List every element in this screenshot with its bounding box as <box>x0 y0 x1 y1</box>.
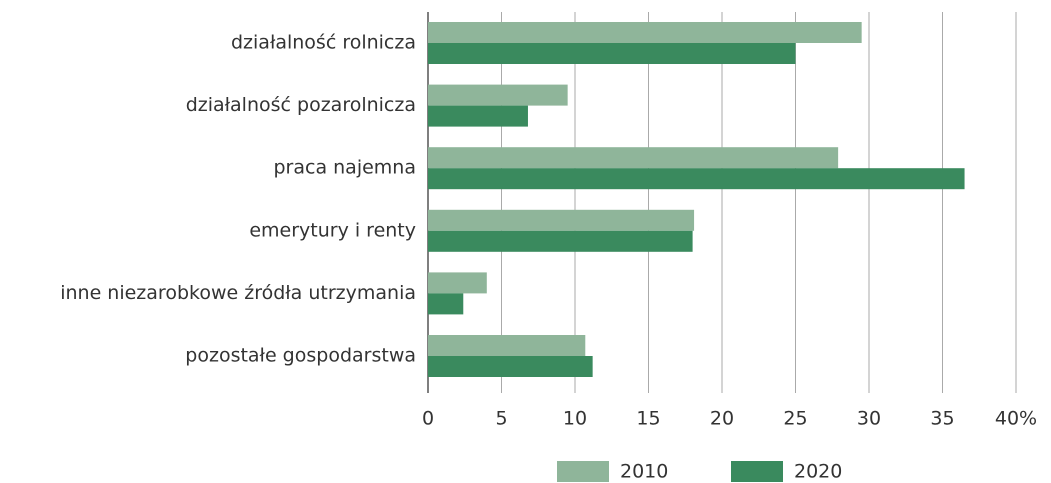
legend-swatch <box>557 461 609 482</box>
bar <box>428 43 796 64</box>
bar <box>428 230 693 252</box>
bar <box>428 22 862 43</box>
category-label: działalność pozarolnicza <box>186 94 416 116</box>
x-tick-label: 15 <box>636 408 660 430</box>
bar <box>428 105 528 127</box>
bar <box>428 356 593 377</box>
bar <box>428 168 965 190</box>
category-label: emerytury i renty <box>249 219 416 241</box>
x-tick-label: 30 <box>857 408 881 430</box>
bar <box>428 84 568 106</box>
category-label: działalność rolnicza <box>231 32 416 54</box>
legend-swatch <box>731 461 783 482</box>
x-tick-label: 0 <box>422 408 434 430</box>
category-label: praca najemna <box>274 157 417 179</box>
x-tick-label: 25 <box>783 408 807 430</box>
category-label: pozostałe gospodarstwa <box>185 345 416 367</box>
category-label: inne niezarobkowe źródła utrzymania <box>60 282 416 304</box>
x-tick-label: 5 <box>495 408 507 430</box>
x-tick-label: 40% <box>995 408 1037 430</box>
legend-label: 2020 <box>794 461 842 483</box>
bar <box>428 272 487 294</box>
x-tick-label: 35 <box>930 408 954 430</box>
bar <box>428 335 586 356</box>
x-tick-label: 20 <box>710 408 734 430</box>
bar <box>428 209 695 231</box>
x-tick-label: 10 <box>563 408 587 430</box>
bar <box>428 293 464 315</box>
bar <box>428 147 839 169</box>
legend-label: 2010 <box>620 461 668 483</box>
